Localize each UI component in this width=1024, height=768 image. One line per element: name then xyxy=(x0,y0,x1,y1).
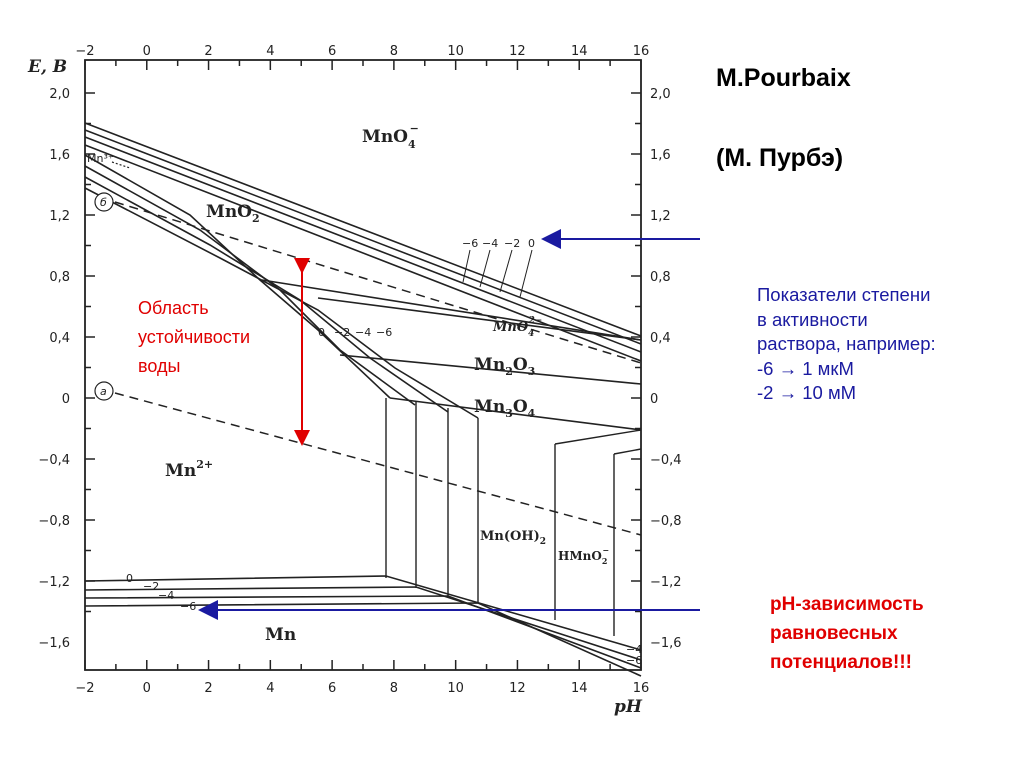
svg-text:−6: −6 xyxy=(376,326,392,339)
x-tick-label-top: 6 xyxy=(328,44,336,59)
x-tick-label-bottom: 6 xyxy=(328,681,336,696)
activity-labels-bottom: 0 −2 −4 −6 xyxy=(126,572,196,613)
x-tick-label-top: 8 xyxy=(390,44,398,59)
svg-text:−4: −4 xyxy=(158,589,174,602)
x-tick-label-bottom: 2 xyxy=(204,681,212,696)
x-tick-label-bottom: 10 xyxy=(447,681,464,696)
ph-note-line: равновесных xyxy=(770,623,898,644)
region-mno4-label: MnO4− xyxy=(362,122,419,151)
y-tick-label-right: 0 xyxy=(650,392,658,407)
svg-text:−2: −2 xyxy=(334,326,350,339)
mno2-mn2plus-boundaries xyxy=(84,154,642,431)
svg-text:−4: −4 xyxy=(482,237,498,250)
mn-oh2-vertical-boundaries xyxy=(385,398,642,636)
activity-note-line: раствора, например: xyxy=(757,333,936,354)
svg-text:б: б xyxy=(100,196,107,209)
x-tick-label-top: 0 xyxy=(143,44,151,59)
y-tick-label-left: 1,6 xyxy=(49,148,70,163)
ph-note-line: pH-зависимость xyxy=(770,594,924,615)
region-mn2o3-label: Mn2O3 xyxy=(474,355,535,378)
y-tick-label-left: 1,2 xyxy=(49,209,70,224)
y-tick-label-right: −0,4 xyxy=(650,453,682,468)
y-tick-label-left: −1,6 xyxy=(38,636,70,651)
pourbaix-diagram: −2 −2 0 0 2 2 4 4 6 6 8 8 10 10 12 12 14 14 16 16 2,0 2,0 1,6 1… xyxy=(27,44,700,717)
ph-note-line: потенциалов!!! xyxy=(770,652,912,673)
region-mno4-2-label: MnO42− xyxy=(492,316,542,339)
x-tick-label-bottom: 14 xyxy=(571,681,588,696)
x-axis-title: pH xyxy=(614,697,643,717)
x-tick-label-bottom: −2 xyxy=(75,681,94,696)
svg-text:0: 0 xyxy=(126,572,133,585)
y-tick-label-right: 0,4 xyxy=(650,331,671,346)
y-tick-label-right: 1,2 xyxy=(650,209,671,224)
y-axis-title: E, B xyxy=(27,57,67,77)
y-tick-label-left: −1,2 xyxy=(38,575,70,590)
y-tick-label-right: −0,8 xyxy=(650,514,682,529)
y-tick-label-right: 1,6 xyxy=(650,148,671,163)
activity-note-line: -6 → 1 мкМ xyxy=(757,357,854,379)
x-tick-label-bottom: 4 xyxy=(266,681,274,696)
water-stability-label: Область устойчивости воды xyxy=(138,298,255,376)
svg-text:−6: −6 xyxy=(462,237,478,250)
water-line-a xyxy=(114,392,642,536)
svg-text:−4: −4 xyxy=(355,326,371,339)
region-mn3plus-label: Mn³⁺ xyxy=(87,152,114,165)
ph-dependence-note: pH-зависимость равновесных потенциалов!!… xyxy=(770,590,924,677)
region-mn3o4-label: Mn3O4 xyxy=(474,397,536,420)
x-tick-label-top: 2 xyxy=(204,44,212,59)
svg-text:−2: −2 xyxy=(504,237,520,250)
y-tick-label-left: 2,0 xyxy=(49,87,70,102)
axis-ticks xyxy=(84,60,642,670)
activity-note-line: -2 → 10 мМ xyxy=(757,382,857,403)
svg-text:−6: −6 xyxy=(180,600,196,613)
y-tick-label-right: −1,6 xyxy=(650,636,682,651)
y-tick-label-left: 0 xyxy=(62,392,70,407)
x-tick-label-top: 14 xyxy=(571,44,588,59)
y-tick-label-left: 0,8 xyxy=(49,270,70,285)
x-tick-label-top: −2 xyxy=(75,44,94,59)
region-mno2-label: MnO2 xyxy=(206,202,260,225)
activity-note-line: в активности xyxy=(757,308,868,330)
water-line-b xyxy=(114,201,642,364)
x-tick-label-top: 4 xyxy=(266,44,274,59)
mn3plus-dotted-line xyxy=(111,161,131,169)
region-hmno2-label: HMnO2− xyxy=(558,545,609,566)
svg-text:−2: −2 xyxy=(143,580,159,593)
activity-note-line: Показатели степени xyxy=(757,284,931,305)
svg-text:0: 0 xyxy=(318,326,325,339)
page-title: M.Pourbaix xyxy=(716,64,851,92)
activity-labels-top: −6 −4 −2 0 xyxy=(462,237,535,298)
x-tick-label-top: 16 xyxy=(633,44,650,59)
x-tick-label-bottom: 8 xyxy=(390,681,398,696)
y-tick-label-right: 0,8 xyxy=(650,270,671,285)
x-tick-label-bottom: 16 xyxy=(633,681,650,696)
region-mn-label: Mn xyxy=(265,625,296,645)
water-line-a-marker: а xyxy=(94,381,114,401)
activity-labels-mid: 0 −2 −4 −6 xyxy=(318,326,392,339)
x-tick-label-top: 12 xyxy=(509,44,526,59)
svg-text:−6: −6 xyxy=(626,654,642,667)
region-mn2plus-label: Mn2+ xyxy=(165,458,213,481)
water-line-b-marker: б xyxy=(94,192,114,212)
x-tick-label-top: 10 xyxy=(447,44,464,59)
y-tick-label-right: 2,0 xyxy=(650,87,671,102)
region-mnoh2-label: Mn(OH)2 xyxy=(480,529,546,547)
x-tick-label-bottom: 12 xyxy=(509,681,526,696)
page-subtitle: (М. Пурбэ) xyxy=(716,144,844,172)
y-tick-label-left: 0,4 xyxy=(49,331,70,346)
svg-text:0: 0 xyxy=(528,237,535,250)
svg-text:−4: −4 xyxy=(626,643,642,656)
axis-tick-labels: −2 −2 0 0 2 2 4 4 6 6 8 8 10 10 12 12 14 14 16 16 2,0 2,0 1,6 1… xyxy=(38,44,681,696)
activity-labels-right: −4 −6 xyxy=(626,643,642,667)
y-tick-label-left: −0,4 xyxy=(38,453,70,468)
x-tick-label-bottom: 0 xyxy=(143,681,151,696)
activity-note: Показатели степени в активности раствора… xyxy=(757,283,936,406)
svg-text:а: а xyxy=(100,385,107,398)
y-tick-label-left: −0,8 xyxy=(38,514,70,529)
y-tick-label-right: −1,2 xyxy=(650,575,682,590)
